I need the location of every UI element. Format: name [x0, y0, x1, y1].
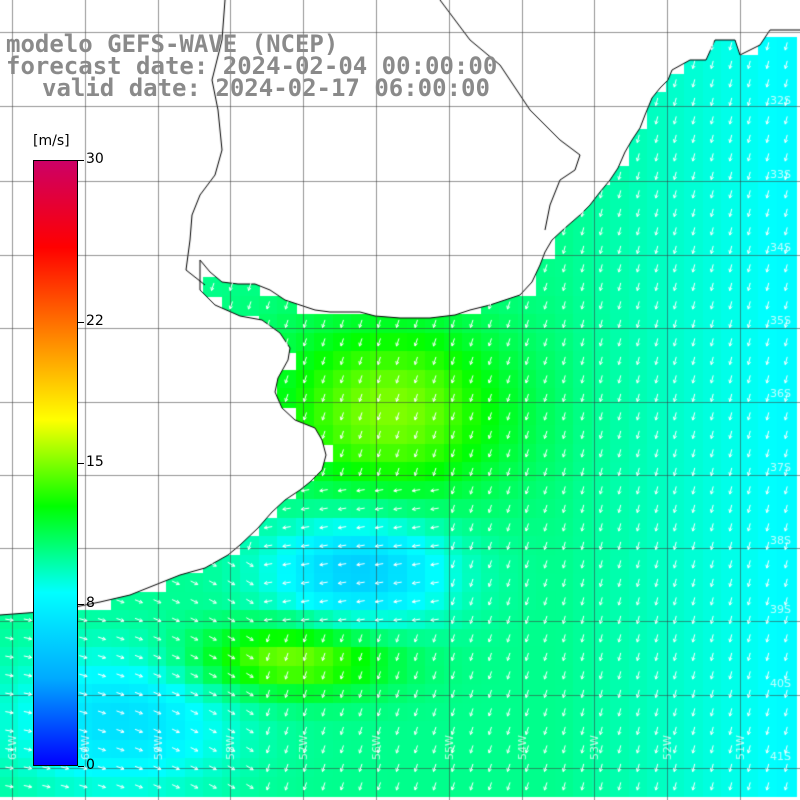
colorbar-tick-mark — [78, 160, 84, 161]
colorbar-tick-label: 0 — [86, 757, 95, 773]
colorbar-unit: [m/s] — [33, 133, 70, 149]
title-forecast-date: forecast date: 2024-02-04 00:00:00 — [6, 52, 498, 80]
colorbar-tick-mark — [78, 463, 84, 464]
colorbar-tick-mark — [78, 321, 84, 323]
title-model: modelo GEFS-WAVE (NCEP) — [6, 30, 339, 58]
colorbar-tick-label: 22 — [86, 312, 104, 329]
colorbar-tick-mark — [78, 766, 84, 767]
colorbar-tick-label: 8 — [86, 595, 95, 612]
title-valid-date: valid date: 2024-02-17 06:00:00 — [42, 74, 490, 102]
colorbar-tick-label: 30 — [86, 151, 104, 167]
colorbar-tick-label: 15 — [86, 454, 104, 470]
colorbar-tick-mark — [78, 604, 84, 606]
colorbar — [33, 160, 78, 766]
